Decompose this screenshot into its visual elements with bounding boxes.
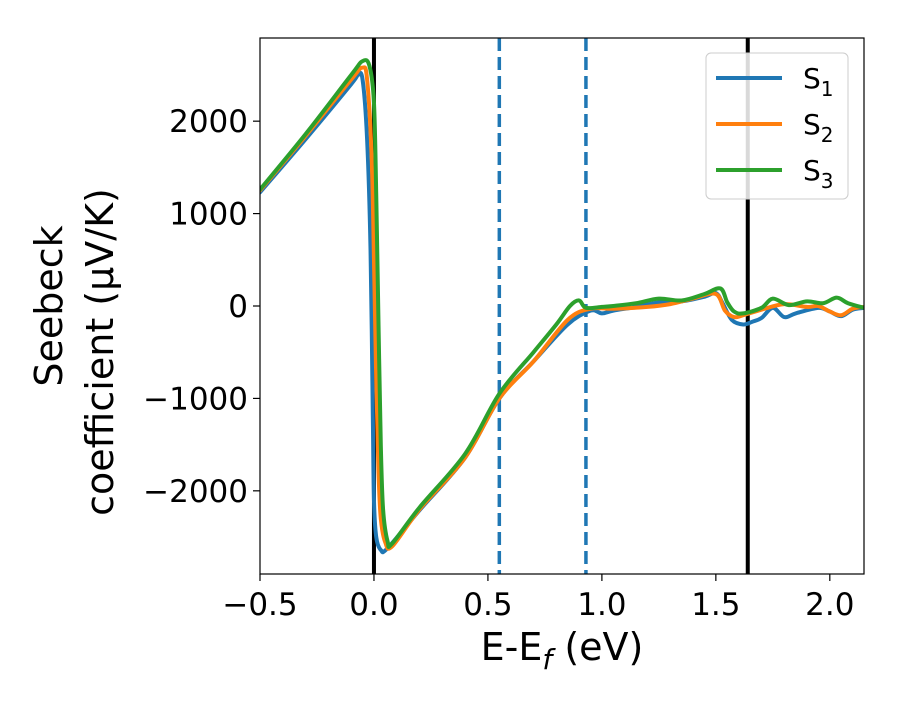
legend-label: S2 bbox=[803, 108, 834, 147]
legend-label: S3 bbox=[803, 154, 834, 193]
x-tick-label: 2.0 bbox=[805, 587, 854, 623]
series-line-s3 bbox=[260, 58, 864, 549]
legend-item-s1: S1 bbox=[716, 62, 834, 101]
legend-label: S1 bbox=[803, 62, 834, 101]
x-axis-ticks: −0.5 0.0 0.5 1.0 1.5 2.0 bbox=[222, 574, 854, 623]
x-tick-label: 1.5 bbox=[691, 587, 740, 623]
y-tick-label: −1000 bbox=[143, 381, 248, 417]
x-tick-label: 0.5 bbox=[463, 587, 512, 623]
legend: S1 S2 S3 bbox=[705, 52, 849, 200]
y-axis-ticks: −2000 −1000 0 1000 2000 bbox=[143, 104, 260, 510]
series-line-s1 bbox=[260, 70, 864, 555]
y-axis-label-line2: coefficient (μV/K) bbox=[78, 188, 122, 516]
y-tick-label: 1000 bbox=[169, 197, 248, 233]
y-tick-label: 2000 bbox=[169, 104, 248, 140]
x-axis-label: E-Ef (eV) bbox=[481, 625, 644, 676]
x-tick-label: −0.5 bbox=[222, 587, 297, 623]
y-axis-label-line1: Seebeck bbox=[27, 225, 71, 386]
series-lines bbox=[260, 58, 864, 555]
legend-item-s2: S2 bbox=[716, 108, 834, 147]
legend-item-s3: S3 bbox=[716, 154, 834, 193]
y-tick-label: −2000 bbox=[143, 474, 248, 510]
x-tick-label: 1.0 bbox=[577, 587, 626, 623]
y-tick-label: 0 bbox=[228, 289, 248, 325]
x-tick-label: 0.0 bbox=[349, 587, 398, 623]
